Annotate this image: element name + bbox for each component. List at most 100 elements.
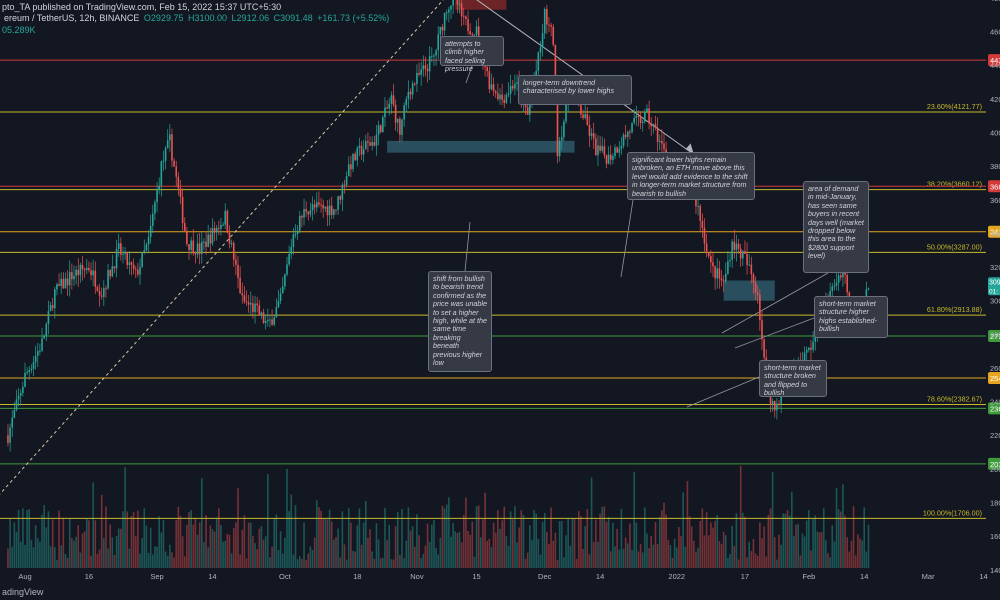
candle <box>418 72 420 75</box>
volume-bar <box>13 522 16 568</box>
tradingview-brand[interactable]: adingView <box>2 587 44 597</box>
candle <box>710 256 712 263</box>
last-price-badge <box>988 277 1000 296</box>
volume-bar <box>352 550 354 568</box>
candle <box>720 278 723 281</box>
candle <box>56 284 58 290</box>
volume-bar <box>158 516 160 568</box>
volume-bar <box>224 540 227 568</box>
volume-bar <box>773 537 776 568</box>
x-tick-label: Nov <box>410 572 424 581</box>
fib-level-label: 100.00%(1706.00) <box>923 508 982 517</box>
volume-bar <box>292 554 295 568</box>
symbol-name[interactable]: ereum / TetherUS, 12h, BINANCE <box>4 13 140 23</box>
candle <box>158 185 160 190</box>
candle <box>563 121 565 138</box>
y-tick-label: 340 <box>990 229 1000 238</box>
volume-bar <box>122 511 124 568</box>
candle <box>661 140 663 144</box>
candle <box>224 210 227 225</box>
x-tick-label: 16 <box>85 572 93 581</box>
candle <box>565 102 567 122</box>
candle <box>712 262 714 267</box>
volume-bar <box>196 534 199 568</box>
volume-bar <box>607 516 610 568</box>
candle <box>735 243 738 250</box>
x-tick-label: Oct <box>279 572 292 581</box>
volume-bar <box>313 537 316 568</box>
volume-bar <box>784 513 787 568</box>
volume-bar <box>222 541 224 568</box>
volume-bar <box>36 538 39 568</box>
candle <box>486 67 489 72</box>
candle <box>209 234 212 244</box>
candle <box>599 145 601 151</box>
volume-bar <box>343 544 346 568</box>
volume-bar <box>211 529 214 568</box>
low-value: L2912.06 <box>231 13 270 23</box>
volume-bar <box>682 492 684 568</box>
candle <box>803 352 806 364</box>
volume-bar <box>526 552 529 568</box>
volume-bar <box>198 522 201 568</box>
candle <box>494 91 497 94</box>
candle <box>105 288 107 290</box>
volume-bar <box>548 543 550 568</box>
candle <box>284 274 286 287</box>
x-tick-label: 14 <box>208 572 216 581</box>
volume-bar <box>701 508 704 568</box>
candle <box>79 264 82 276</box>
volume-bar <box>661 510 663 568</box>
candle <box>595 138 597 156</box>
candle <box>475 26 478 35</box>
candle <box>401 119 403 135</box>
candle <box>839 275 842 278</box>
volume-bar <box>810 550 812 568</box>
volume-bar <box>805 520 808 568</box>
candle <box>550 25 552 27</box>
volume-bar <box>816 531 819 568</box>
candle <box>460 3 463 17</box>
volume-bar <box>183 556 186 568</box>
candle <box>169 134 171 141</box>
candle <box>200 241 203 254</box>
volume-bar <box>443 508 446 568</box>
volume-bar <box>631 549 633 568</box>
volume-bar <box>465 497 467 568</box>
volume-bar <box>795 524 797 568</box>
candle <box>215 227 218 233</box>
x-tick-label: 15 <box>472 572 480 581</box>
volume-bar <box>124 467 126 568</box>
candle <box>750 264 753 275</box>
volume-bar <box>275 514 278 568</box>
volume-bar <box>181 536 184 568</box>
volume-bar <box>354 551 356 568</box>
candle <box>635 115 638 118</box>
volume-bar <box>558 521 561 568</box>
candle <box>739 248 742 259</box>
volume-bar <box>200 478 203 568</box>
volume-bar <box>9 518 11 568</box>
volume-bar <box>358 508 361 568</box>
volume-bar <box>428 541 431 568</box>
candle <box>149 225 152 238</box>
x-tick-label: 2022 <box>668 572 685 581</box>
candle <box>507 93 510 96</box>
volume-bar <box>362 522 365 568</box>
x-tick-label: Mar <box>922 572 935 581</box>
volume-bar <box>573 518 576 568</box>
price-badge-label: 368 <box>990 182 1000 191</box>
volume-bar <box>373 558 376 568</box>
volume-bar <box>330 521 333 568</box>
candle <box>729 259 731 262</box>
volume-bar <box>680 535 682 568</box>
candle <box>83 269 86 271</box>
candle <box>47 311 50 324</box>
volume-bar <box>245 558 248 568</box>
candle <box>354 153 356 161</box>
volume-bar <box>620 508 623 568</box>
candle <box>262 312 265 324</box>
volume-bar <box>673 538 676 568</box>
annotation-pointer-line <box>721 272 829 334</box>
volume-bar <box>588 554 591 568</box>
